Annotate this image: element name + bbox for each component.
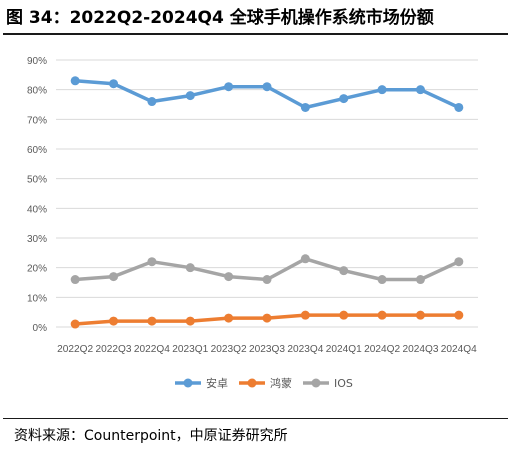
data-point xyxy=(454,257,464,267)
data-point xyxy=(300,310,310,320)
data-point xyxy=(147,316,157,326)
data-point xyxy=(377,275,387,285)
title-divider xyxy=(3,33,508,35)
legend-marker xyxy=(183,378,193,388)
legend-label: IOS xyxy=(334,377,353,390)
y-tick-label: 60% xyxy=(27,145,47,156)
data-point xyxy=(339,94,349,104)
x-tick-label: 2023Q3 xyxy=(249,344,285,355)
source-note: 资料来源：Counterpoint，中原证券研究所 xyxy=(14,428,288,444)
data-point xyxy=(70,76,80,86)
data-point xyxy=(415,310,425,320)
data-point xyxy=(339,266,349,276)
data-point xyxy=(185,91,195,101)
series-s0 xyxy=(70,76,464,112)
y-tick-label: 50% xyxy=(27,175,47,186)
series-ios xyxy=(70,254,464,285)
y-tick-label: 80% xyxy=(27,86,47,97)
data-point xyxy=(185,316,195,326)
data-point xyxy=(339,310,349,320)
data-point xyxy=(300,102,310,112)
data-point xyxy=(262,275,272,285)
data-point xyxy=(70,275,80,285)
legend-label: 鸿蒙 xyxy=(270,376,292,390)
gridlines xyxy=(56,59,478,328)
x-tick-label: 2022Q2 xyxy=(57,344,93,355)
data-point xyxy=(454,102,464,112)
y-tick-label: 30% xyxy=(27,234,47,245)
data-point xyxy=(147,97,157,107)
data-point xyxy=(262,313,272,323)
data-point xyxy=(70,319,80,329)
data-point xyxy=(224,272,234,282)
data-point xyxy=(185,263,195,273)
x-tick-label: 2022Q4 xyxy=(134,344,170,355)
y-tick-label: 70% xyxy=(27,115,47,126)
data-point xyxy=(224,82,234,92)
data-point xyxy=(454,310,464,320)
data-point xyxy=(109,79,119,89)
legend-item: 安卓 xyxy=(175,376,228,390)
series-lines xyxy=(70,76,464,329)
data-point xyxy=(109,316,119,326)
y-tick-label: 10% xyxy=(27,293,47,304)
data-point xyxy=(224,313,234,323)
series-s1 xyxy=(70,310,464,329)
x-tick-label: 2024Q4 xyxy=(441,344,477,355)
legend-item: 鸿蒙 xyxy=(239,376,292,390)
y-tick-label: 0% xyxy=(33,323,48,334)
data-point xyxy=(147,257,157,267)
data-point xyxy=(300,254,310,264)
data-point xyxy=(262,82,272,92)
data-point xyxy=(109,272,119,282)
legend-label: 安卓 xyxy=(206,376,228,390)
legend-marker xyxy=(247,378,257,388)
y-tick-label: 90% xyxy=(27,56,47,67)
source-divider xyxy=(3,418,508,419)
y-tick-label: 40% xyxy=(27,204,47,215)
data-point xyxy=(377,310,387,320)
x-axis-ticks: 2022Q2 2022Q3 2022Q4 2023Q1 2023Q2 2023Q3 2023… xyxy=(57,344,477,355)
x-tick-label: 2024Q3 xyxy=(402,344,438,355)
x-tick-label: 2023Q4 xyxy=(287,344,323,355)
data-point xyxy=(377,85,387,95)
data-point xyxy=(415,85,425,95)
x-tick-label: 2024Q2 xyxy=(364,344,400,355)
y-tick-label: 20% xyxy=(27,264,47,275)
chart-area: 0% 10% 20% 30% 40% 50% 60% 70% 80% 90% 2022Q2 2022… xyxy=(0,36,511,416)
legend: 安卓 鸿蒙 IOS xyxy=(175,376,353,390)
y-axis-ticks: 0% 10% 20% 30% 40% 50% 60% 70% 80% 90% xyxy=(27,56,47,334)
figure-title: 图 34：2022Q2-2024Q4 全球手机操作系统市场份额 xyxy=(6,8,434,28)
x-tick-label: 2022Q3 xyxy=(96,344,132,355)
data-point xyxy=(415,275,425,285)
legend-marker xyxy=(311,378,321,388)
legend-item: IOS xyxy=(303,377,353,390)
x-tick-label: 2024Q1 xyxy=(326,344,362,355)
x-tick-label: 2023Q1 xyxy=(172,344,208,355)
market-share-line-chart: 0%10%20%30%40%50%60%70%80%90% 2022Q2 2022… xyxy=(27,56,478,390)
x-tick-label: 2023Q2 xyxy=(211,344,247,355)
